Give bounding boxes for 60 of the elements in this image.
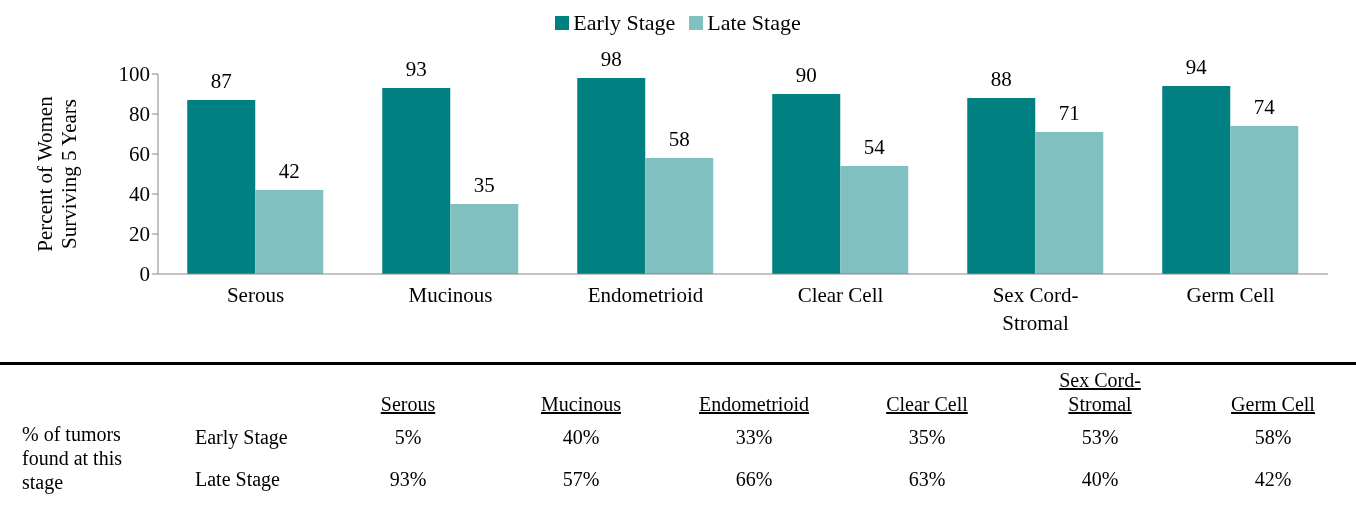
text: 40%: [1081, 468, 1119, 490]
data-label: 74: [1253, 95, 1276, 119]
data-label: 94: [1185, 55, 1208, 79]
x-tick-label: Mucinous: [408, 283, 493, 307]
data-label: 35: [473, 173, 495, 197]
text: 66%: [735, 468, 773, 490]
text: 42%: [1254, 468, 1292, 490]
data-label: 88: [990, 67, 1012, 91]
text: 63%: [908, 468, 946, 490]
data-label: 42: [278, 159, 300, 183]
text: 58%: [1254, 426, 1292, 448]
x-tick-label: Sex Cord-Stromal: [992, 283, 1079, 335]
data-label: 87: [210, 69, 232, 93]
data-label: 58: [668, 127, 690, 151]
bar: [1035, 132, 1104, 274]
bar: [450, 204, 519, 274]
x-tick-label: Germ Cell: [1186, 283, 1275, 307]
bar: [772, 94, 841, 274]
bar: [1162, 86, 1231, 274]
text: 53%: [1081, 426, 1119, 448]
bar: [255, 190, 324, 274]
text: 5%: [394, 426, 422, 448]
category-label: Germ Cell: [1230, 392, 1316, 416]
category-label: Serous: [379, 392, 437, 416]
bar: [187, 100, 256, 274]
text: 57%: [562, 468, 600, 490]
legend-label: Early Stage: [572, 10, 676, 36]
bar: [577, 78, 646, 274]
text: 33%: [735, 426, 773, 448]
bar: [840, 166, 909, 274]
text: % of tumors found at this stage: [22, 422, 123, 494]
text: 93%: [389, 468, 427, 490]
text: 35%: [908, 426, 946, 448]
data-label: 93: [405, 57, 427, 81]
bar: [382, 88, 451, 274]
y-tick-label: 0: [139, 262, 150, 287]
category-label: Clear Cell: [885, 392, 969, 416]
text: 40%: [562, 426, 600, 448]
x-tick-label: Serous: [226, 283, 285, 307]
y-tick-label: 60: [129, 142, 150, 167]
x-tick-label: Clear Cell: [797, 283, 884, 307]
bar: [1230, 126, 1299, 274]
y-axis-title: Percent of Women Surviving 5 Years: [33, 95, 81, 252]
category-label: Late Stage: [195, 468, 280, 490]
category-label: Mucinous: [540, 392, 622, 416]
y-tick-label: 20: [129, 222, 150, 247]
data-label: 71: [1058, 101, 1080, 125]
y-tick-label: 100: [118, 62, 150, 87]
x-tick-label: Endometrioid: [587, 283, 704, 307]
data-label: 98: [600, 47, 622, 71]
bar: [967, 98, 1036, 274]
category-label: Sex Cord-Stromal: [1058, 368, 1142, 416]
bar: [645, 158, 714, 274]
data-label: 54: [863, 135, 886, 159]
category-label: Endometrioid: [698, 392, 810, 416]
y-tick-label: 80: [129, 102, 150, 127]
legend-label: Late Stage: [706, 10, 801, 36]
y-tick-label: 40: [129, 182, 150, 207]
category-label: Early Stage: [195, 426, 288, 448]
data-label: 90: [795, 63, 817, 87]
